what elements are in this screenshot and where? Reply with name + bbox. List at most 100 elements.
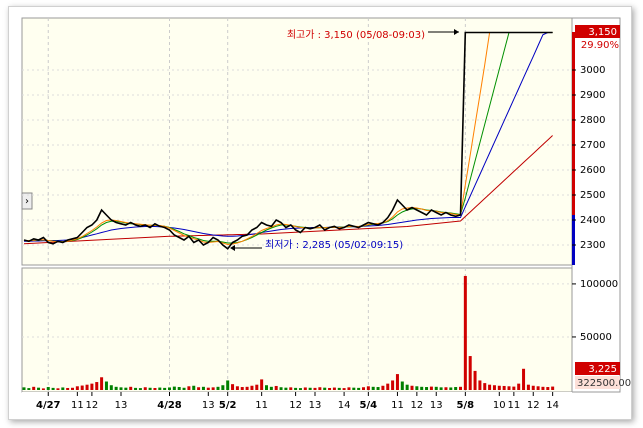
volume-bar (265, 385, 268, 390)
volume-bar (308, 387, 312, 390)
volume-bar (303, 387, 307, 390)
volume-bar (454, 387, 458, 390)
volume-bar (109, 385, 113, 390)
x-tick-label: 14 (546, 400, 559, 411)
volume-bar (347, 387, 351, 390)
volume-bar (168, 387, 171, 390)
volume-bar (226, 380, 230, 390)
volume-bar (522, 368, 526, 390)
volume-bar (172, 386, 176, 390)
volume-bar (444, 387, 448, 390)
x-tick-label: 4/28 (157, 400, 182, 411)
expand-icon[interactable]: › (25, 196, 29, 207)
volume-bar (75, 386, 79, 390)
volume-bar (274, 385, 278, 390)
volume-bar (124, 387, 128, 390)
volume-bar (119, 387, 123, 390)
volume-bar (318, 387, 322, 390)
volume-bar (459, 386, 462, 390)
axis-bar-red (572, 32, 575, 215)
volume-bar (221, 385, 225, 390)
volume-bar (177, 387, 181, 390)
volume-bar (134, 387, 138, 390)
x-tick-label: 13 (430, 400, 443, 411)
volume-bar (492, 385, 496, 390)
y-tick-label: 3000 (580, 65, 605, 76)
volume-bar (153, 387, 157, 390)
volume-bar (148, 387, 152, 390)
last-volume-box (575, 362, 620, 375)
volume-bar (231, 384, 235, 390)
volume-bar (51, 387, 55, 390)
high-arrowhead (454, 29, 459, 35)
volume-bar (41, 388, 45, 390)
volume-bar (143, 387, 147, 390)
volume-bar (114, 386, 118, 390)
y-tick-label: 100000 (580, 279, 618, 290)
volume-bar (37, 387, 41, 390)
volume-bar (328, 387, 332, 390)
volume-bar (129, 386, 133, 390)
x-tick-label: 12 (527, 400, 540, 411)
volume-bar (551, 386, 555, 390)
volume-bar (449, 387, 453, 390)
volume-bar (434, 386, 438, 390)
volume-bar (517, 383, 521, 390)
volume-panel (21, 267, 573, 393)
volume-bar (478, 380, 482, 390)
extra-box (575, 376, 620, 389)
x-tick-label: 12 (410, 400, 423, 411)
right-axis (571, 17, 621, 393)
volume-bar (22, 387, 26, 390)
volume-bar (395, 374, 399, 390)
volume-bar (216, 386, 220, 390)
volume-bar (410, 385, 414, 390)
x-tick-label: 5/8 (457, 400, 475, 411)
change-label: 29.90% (581, 40, 619, 51)
y-tick-label: 2400 (580, 215, 605, 226)
volume-bar (235, 386, 239, 390)
volume-bar (201, 386, 205, 390)
volume-bar (313, 387, 317, 390)
volume-bar (255, 384, 259, 390)
volume-bar (46, 387, 50, 390)
low-arrowhead (230, 245, 235, 251)
moving-average (24, 32, 553, 242)
x-tick-label: 11 (255, 400, 268, 411)
volume-bar (80, 385, 84, 390)
expand-button[interactable] (21, 192, 33, 210)
volume-bar (531, 385, 535, 390)
last-price-label: 3,150 (588, 27, 617, 38)
volume-bar (488, 384, 492, 390)
volume-bar (536, 386, 540, 390)
volume-bar (245, 386, 249, 390)
extra-label: 322500.00 (577, 378, 631, 389)
x-tick-label: 13 (202, 400, 215, 411)
low-annotation: 최저가 : 2,285 (05/02-09:15) (265, 239, 403, 251)
volume-bar (439, 387, 443, 390)
volume-bar (32, 386, 36, 390)
volume-bar (362, 387, 365, 390)
x-tick-label: 12 (289, 400, 302, 411)
y-tick-label: 2900 (580, 90, 605, 101)
volume-bar (294, 387, 298, 390)
x-tick-label: 10 (493, 400, 506, 411)
y-tick-label: 2300 (580, 240, 605, 251)
volume-bar (182, 387, 186, 390)
volume-bar (158, 387, 162, 390)
volume-bar (71, 387, 74, 390)
volume-bar (240, 387, 244, 390)
x-tick-label: 11 (71, 400, 84, 411)
y-tick-label: 2600 (580, 165, 605, 176)
last-volume-label: 3,225 (588, 364, 617, 375)
last-price-box (575, 25, 620, 38)
volume-bar (497, 385, 501, 390)
volume-bar (468, 356, 472, 390)
volume-bar (502, 385, 506, 390)
volume-bar (187, 386, 191, 390)
volume-bar (250, 385, 254, 390)
volume-bar (279, 387, 283, 390)
volume-bar (27, 388, 31, 390)
volume-bar (138, 388, 142, 390)
